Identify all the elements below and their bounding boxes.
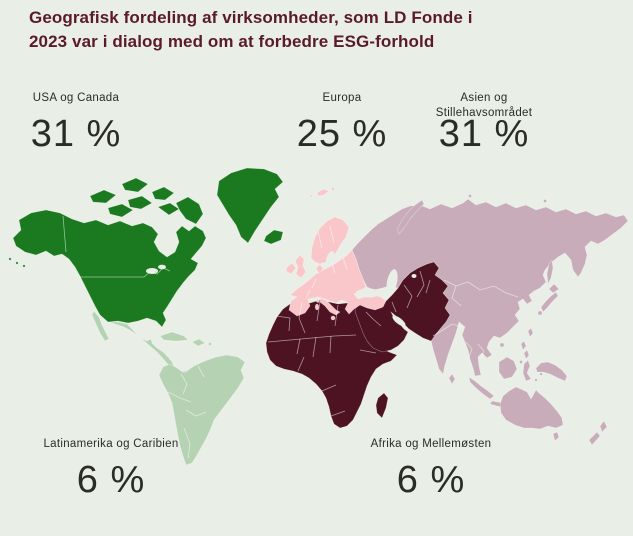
region-value-asien-stillehavsomraadet: 31 % (438, 113, 530, 155)
arctic-island-shape (151, 186, 175, 201)
taiwan-shape (527, 327, 534, 338)
aleutian-island-shape (15, 261, 19, 265)
arctic-island-shape (89, 189, 117, 204)
arctic-island-shape (127, 195, 153, 210)
philippines-shape (523, 349, 530, 360)
honshu-shape (540, 291, 559, 313)
sardinia-shape (314, 303, 320, 311)
page-title: Geografisk fordeling af virksomheder, so… (29, 8, 473, 51)
svalbard-shape (331, 187, 335, 191)
arctic-islet-shape (468, 194, 472, 198)
region-label-europa: Europa (322, 92, 362, 104)
aleutian-island-shape (22, 264, 26, 268)
region-value-europa: 25 % (296, 113, 388, 155)
north-america-mainland-shape (12, 209, 207, 328)
svalbard-shape (316, 188, 330, 197)
map-region-afrika-mellemoesten (265, 261, 451, 429)
arctic-island-shape (121, 177, 149, 193)
tasmania-shape (552, 431, 560, 442)
arctic-island-shape (157, 202, 180, 216)
country-borders (62, 215, 519, 459)
great-lake-shape (146, 268, 158, 274)
map-region-usa-canada (8, 167, 284, 328)
hainan-shape (499, 342, 505, 348)
baltic-sea-shape (325, 251, 335, 263)
novaya-zemlya-shape (396, 199, 425, 235)
aral-sea-shape (411, 274, 417, 278)
australia-shape (499, 386, 564, 430)
iceland-shape (263, 229, 284, 245)
corsica-shape (316, 299, 320, 303)
italy-shape (319, 297, 341, 316)
region-value-afrika-mellemoesten: 6 % (396, 459, 466, 501)
moluccas-shape (534, 378, 538, 382)
region-label-asien-stillehavsomraadet: Asien og Stillehavsområdet (435, 92, 533, 119)
map-region-europa (285, 187, 387, 321)
kyushu-shape (537, 310, 543, 316)
inland-seas (146, 251, 417, 327)
victoria-island-shape (107, 203, 134, 218)
hokkaido-shape (548, 283, 560, 294)
hispaniola-shape (191, 338, 206, 347)
region-value-usa-canada: 31 % (30, 113, 122, 155)
sri-lanka-shape (448, 373, 456, 385)
map-region-latinamerika-caribien (91, 310, 246, 466)
new-zealand-north-shape (599, 420, 608, 433)
moluccas-shape (539, 372, 543, 376)
philippines-shape (519, 360, 523, 364)
new-zealand-south-shape (588, 431, 601, 446)
baja-california-shape (91, 310, 110, 342)
ireland-shape (285, 262, 297, 275)
region-label-usa-canada: USA og Canada (32, 92, 120, 104)
sumatra-shape (468, 376, 495, 400)
great-britain-shape (294, 254, 307, 279)
persian-gulf-shape (392, 315, 406, 327)
philippines-shape (520, 340, 527, 351)
cuba-shape (159, 331, 189, 342)
region-value-latinamerika-caribien: 6 % (76, 459, 146, 501)
madagascar-shape (375, 392, 389, 419)
caspian-sea-shape (386, 269, 398, 295)
puerto-rico-shape (208, 342, 212, 346)
borneo-shape (498, 356, 518, 380)
aleutian-island-shape (8, 257, 12, 261)
black-sea-shape (356, 288, 380, 298)
denmark-shape (315, 263, 324, 275)
region-label-latinamerika-caribien: Latinamerika og Caribien (43, 438, 179, 450)
region-label-afrika-mellemoesten: Afrika og Mellemøsten (370, 438, 492, 450)
sicily-shape (330, 315, 336, 321)
south-america-shape (158, 354, 246, 466)
sakhalin-shape (546, 259, 554, 285)
europe-mainland-shape (288, 249, 387, 317)
svalbard-shape (309, 194, 313, 198)
new-guinea-shape (535, 361, 568, 382)
arctic-islet-shape (543, 199, 547, 203)
greenland-shape (216, 167, 284, 244)
baffin-island-shape (175, 196, 204, 225)
scandinavia-shape (310, 216, 350, 265)
sulawesi-shape (522, 359, 532, 382)
